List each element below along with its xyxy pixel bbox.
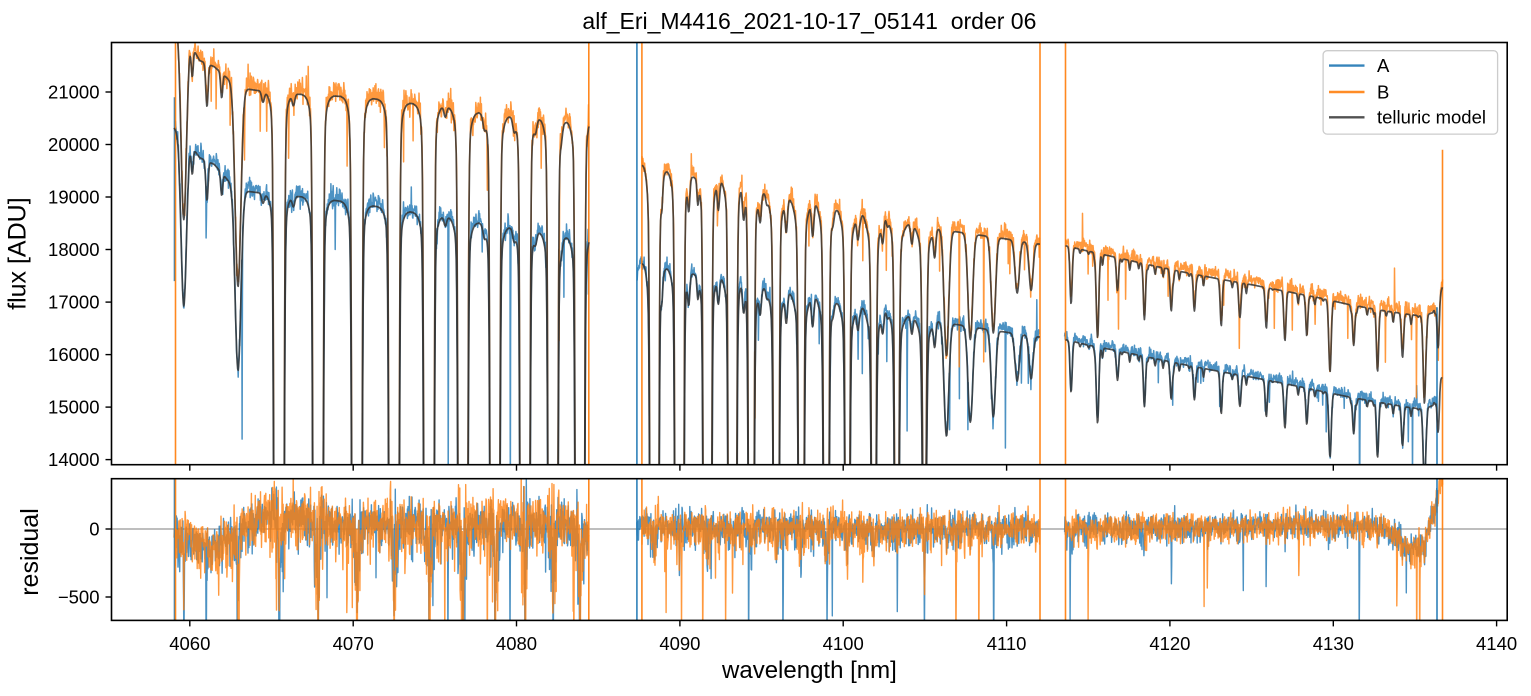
svg-text:19000: 19000 (48, 186, 99, 207)
svg-text:wavelength [nm]: wavelength [nm] (721, 657, 897, 684)
svg-text:4080: 4080 (496, 633, 537, 654)
svg-text:16000: 16000 (48, 344, 99, 365)
svg-text:B: B (1377, 81, 1389, 102)
svg-text:−500: −500 (58, 586, 100, 607)
svg-text:18000: 18000 (48, 239, 99, 260)
svg-text:21000: 21000 (48, 81, 99, 102)
svg-text:telluric model: telluric model (1377, 107, 1486, 128)
svg-text:17000: 17000 (48, 291, 99, 312)
svg-text:flux [ADU]: flux [ADU] (4, 197, 32, 310)
svg-text:20000: 20000 (48, 134, 99, 155)
svg-text:4140: 4140 (1476, 633, 1517, 654)
svg-text:residual: residual (16, 508, 44, 596)
svg-text:4110: 4110 (987, 633, 1027, 654)
svg-text:A: A (1377, 55, 1390, 76)
svg-text:4100: 4100 (823, 633, 864, 654)
svg-text:14000: 14000 (48, 449, 99, 470)
svg-text:4120: 4120 (1149, 633, 1190, 654)
svg-text:4060: 4060 (169, 633, 210, 654)
svg-text:alf_Eri_M4416_2021-10-17_05141: alf_Eri_M4416_2021-10-17_05141 order 06 (582, 8, 1036, 34)
svg-text:0: 0 (89, 518, 99, 539)
svg-text:4070: 4070 (333, 633, 374, 654)
svg-text:4090: 4090 (659, 633, 700, 654)
svg-text:4130: 4130 (1313, 633, 1354, 654)
svg-text:15000: 15000 (48, 396, 99, 417)
